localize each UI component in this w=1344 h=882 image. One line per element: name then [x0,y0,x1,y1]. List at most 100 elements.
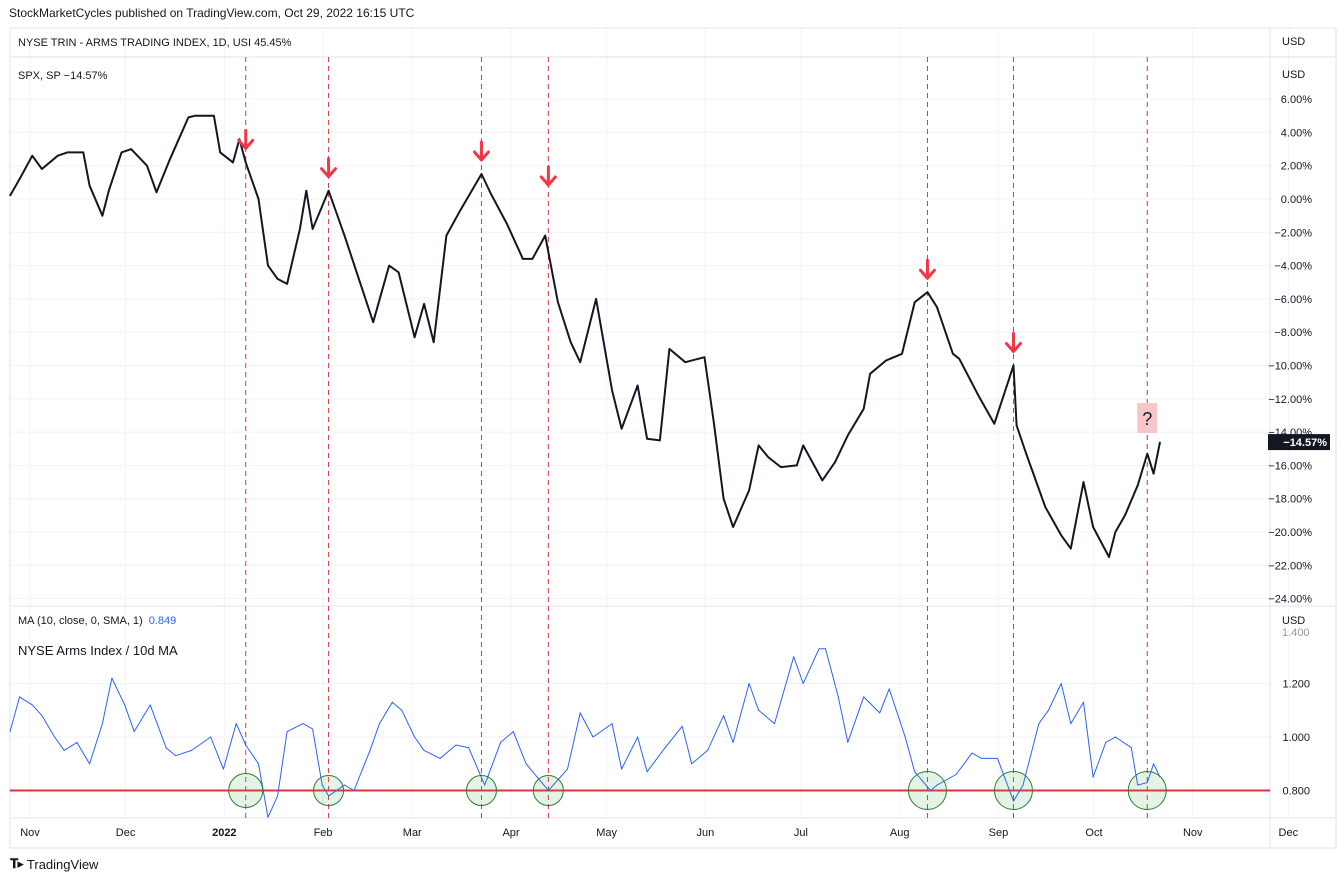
ma-point [793,656,795,658]
spx-point [646,438,648,440]
x-tick-label: 2022 [212,827,236,839]
x-tick-label: Aug [890,827,910,839]
ma-point [343,784,345,786]
ma-point [391,701,393,703]
spx-point [522,258,524,260]
spx-point [901,353,903,355]
ma-point [879,712,881,714]
ma-point [222,768,224,770]
spx-point [480,173,483,175]
ma-clipped-top-label: 1.400 [1282,627,1310,639]
ma-point [191,749,193,751]
spx-point [703,356,706,358]
spx-point [684,361,686,363]
spx-point [1146,453,1148,455]
marker-vertical-lines [245,57,1148,818]
spx-point [796,464,798,466]
spx-point [31,155,33,157]
spx-point [1016,424,1018,427]
spx-y-tick-label: −8.00% [1274,327,1312,339]
ma-point [111,677,113,679]
trin-unit: USD [1282,36,1305,48]
spx-point [343,235,346,237]
spx-point [18,178,21,180]
ma-point [579,712,581,714]
x-tick-label: Oct [1085,827,1102,839]
ma-point [210,736,212,738]
ma-point [328,795,330,797]
spx-point [748,489,750,491]
spx-point [926,291,929,293]
spx-point [1012,364,1015,367]
spx-point [668,348,671,350]
ma-point [63,749,65,751]
ma-point [124,704,126,706]
ma-legend[interactable]: MA (10, close, 0, SMA, 1) 0.849 [18,615,176,627]
spx-point [232,161,234,163]
ma-point [175,755,177,757]
spx-point [146,165,148,167]
spx-point [570,341,572,343]
spx-point [1108,556,1110,558]
tradingview-brand[interactable]: 𝐓▸ TradingView [10,856,98,872]
ma-point [468,747,470,749]
x-tick-label: Apr [502,827,519,839]
x-tick-label: Jul [794,827,808,839]
ma-point [818,648,820,650]
spx-point [120,151,123,153]
ma-point [267,816,269,818]
ma-point [1146,781,1148,783]
ma-point [257,763,259,765]
oversold-circle [993,771,1033,810]
oversold-circle [465,775,497,806]
spx-unit: USD [1282,69,1305,81]
ma-point [286,731,288,733]
ma-point [1070,723,1072,725]
brand-name: TradingView [26,856,99,872]
ma-point [525,763,527,765]
spx-point [305,190,307,192]
spx-point [1082,481,1085,483]
ma-point [707,749,709,751]
x-tick-label: Nov [1183,827,1203,839]
spx-y-tick-label: −6.00% [1274,294,1312,306]
down-arrow-icon [1004,332,1022,353]
spx-y-tick-label: −16.00% [1268,460,1312,472]
ma-point [1083,701,1085,703]
spx-point [993,423,995,425]
ma-point [637,736,639,738]
spx-point [130,148,132,150]
ma-point [646,771,648,773]
ma-point [611,723,613,725]
ma-point [76,741,78,743]
spx-y-tick-label: −12.00% [1268,394,1312,406]
spx-point [636,384,639,387]
spx-point [57,155,59,157]
ma-point [981,757,983,759]
spx-point [863,408,865,410]
spx-y-tick-label: −2.00% [1274,227,1312,239]
spx-y-tick-label: 2.00% [1281,161,1312,173]
spx-point [327,190,330,192]
trin-legend[interactable]: NYSE TRIN - ARMS TRADING INDEX, 1D, USI … [18,37,292,49]
ma-point [774,723,776,725]
oversold-circle [228,773,264,808]
x-tick-label: Feb [314,827,333,839]
spx-y-tick-label: −22.00% [1268,560,1312,572]
ma-point [133,731,135,733]
spx-point [713,423,715,425]
spx-point [9,195,11,197]
ma-point [971,752,973,754]
spx-point [952,353,954,355]
ma-point [455,744,457,746]
ma-point [101,723,103,725]
spx-point [1137,484,1139,486]
spx-y-tick-label: 0.00% [1281,194,1312,206]
oversold-circle [1127,771,1167,810]
ma-y-tick-label: 0.800 [1282,786,1310,798]
spx-point [490,193,492,195]
x-tick-label: May [596,827,617,839]
spx-legend[interactable]: SPX, SP −14.57% [18,70,108,82]
ma-point [31,704,33,706]
